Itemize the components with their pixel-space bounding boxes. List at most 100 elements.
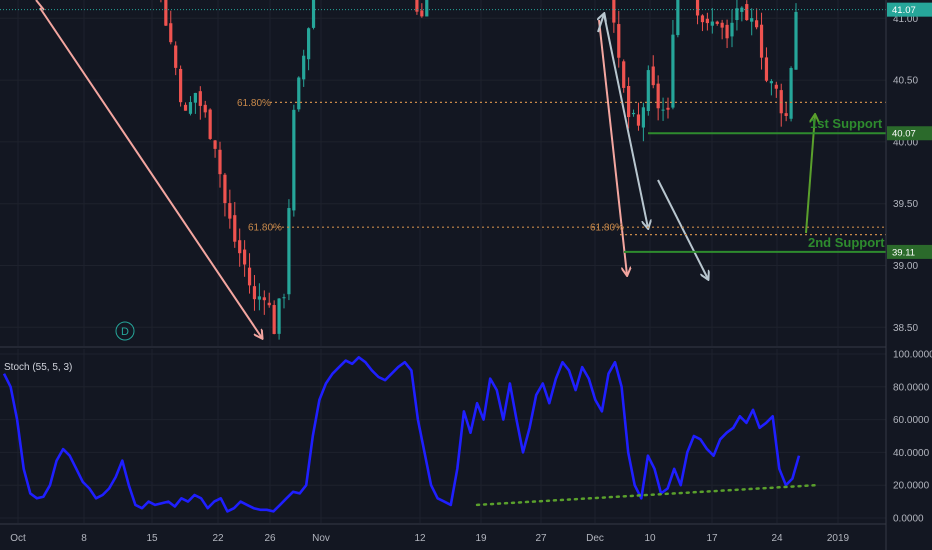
- stoch-tick-label: 80.0000: [893, 382, 930, 393]
- interval-badge[interactable]: D: [115, 321, 135, 341]
- price-label-text: 39.11: [892, 247, 915, 258]
- candle-body: [228, 203, 232, 219]
- price-tick-label: 39.00: [893, 261, 918, 272]
- indicator-label[interactable]: Stoch (55, 5, 3): [4, 362, 72, 373]
- time-tick-label: 17: [706, 533, 718, 544]
- candle-body: [671, 34, 675, 108]
- candle-body: [243, 249, 247, 265]
- indicator-axis[interactable]: 0.0000 20.0000 40.0000 60.0000 80.0000 100.00…: [893, 350, 932, 525]
- candle-body: [656, 83, 660, 109]
- candle-body: [695, 0, 700, 16]
- candle-body: [169, 23, 173, 43]
- candle-body: [612, 0, 616, 23]
- candle-body: [764, 57, 769, 81]
- candle-body: [272, 305, 276, 334]
- candle-body: [233, 215, 237, 242]
- candle-body: [238, 240, 242, 254]
- candle-body: [179, 68, 183, 103]
- candle-body: [666, 107, 670, 110]
- price-tick-label: 40.50: [893, 76, 918, 87]
- candle-body: [302, 55, 306, 80]
- up-arrow: [598, 14, 604, 33]
- candle-body: [774, 84, 778, 89]
- candle-body: [769, 81, 773, 84]
- candle-body: [218, 149, 222, 175]
- up-arrow: [805, 115, 815, 234]
- candle-body: [661, 109, 665, 111]
- time-axis[interactable]: Oct 8 15 22 26 Nov 12 19 27 Dec 10 17 24 2019: [10, 533, 849, 544]
- interval-badge-circle: [115, 321, 135, 341]
- candle-body: [735, 8, 739, 21]
- candle-body: [164, 0, 168, 26]
- price-tick-label: 41.00: [893, 14, 918, 25]
- price-label-box: [887, 244, 932, 259]
- candle-body: [700, 15, 705, 23]
- candle-body: [213, 140, 217, 149]
- interval-badge-text: D: [121, 326, 129, 338]
- candle-body: [203, 104, 207, 113]
- candles-layer: [160, 0, 798, 340]
- time-tick-label: 22: [212, 533, 224, 544]
- candle-body: [420, 10, 424, 17]
- candle-body: [277, 298, 281, 334]
- candle-body: [267, 302, 271, 306]
- time-tick-label: 26: [264, 533, 276, 544]
- stoch-line: [2, 356, 801, 513]
- level-label[interactable]: 1st Support: [810, 116, 883, 131]
- time-tick-label: 8: [81, 533, 87, 544]
- candle-body: [198, 91, 202, 106]
- candle-body: [730, 22, 734, 37]
- fib-level-label: 61.80%: [590, 223, 624, 234]
- candle-body: [627, 85, 631, 118]
- candle-body: [292, 109, 296, 211]
- candle-body: [223, 174, 227, 204]
- candle-body: [646, 70, 650, 112]
- candle-body: [415, 0, 419, 12]
- candle-body: [641, 107, 645, 128]
- arrow-stub: [35, 0, 45, 11]
- price-tick-label: 39.50: [893, 199, 918, 210]
- candle-body: [745, 4, 749, 21]
- candle-body: [193, 92, 197, 103]
- stoch-tick-label: 40.0000: [893, 448, 930, 459]
- levels-layer: 61.80%61.80%61.80%61.80%2nd Resistance1s…: [0, 9, 886, 253]
- price-label-box: [887, 126, 932, 141]
- stoch-tick-label: 20.0000: [893, 481, 930, 492]
- candle-body: [262, 297, 266, 301]
- level-label[interactable]: 2nd Support: [808, 235, 885, 250]
- candle-body: [183, 104, 188, 111]
- candle-body: [208, 109, 212, 139]
- candle-body: [311, 0, 316, 28]
- price-label-text: 41.07: [892, 5, 916, 16]
- candle-body: [651, 66, 655, 86]
- candle-body: [784, 113, 788, 116]
- candle-body: [257, 296, 261, 300]
- down-arrow: [39, 7, 262, 338]
- price-tick-label: 38.50: [893, 323, 918, 334]
- candle-body: [247, 267, 252, 286]
- price-label-text: 40.07: [892, 129, 916, 140]
- candle-body: [307, 28, 311, 60]
- drawings-layer: [35, 0, 815, 338]
- time-tick-label: 2019: [827, 533, 850, 544]
- candle-body: [710, 21, 714, 26]
- fib-level-label: 61.80%: [248, 223, 282, 234]
- time-tick-label: 12: [414, 533, 426, 544]
- time-tick-label: 27: [535, 533, 547, 544]
- candle-body: [252, 286, 257, 300]
- price-axis[interactable]: 38.5039.0039.5040.0040.5041.0041.5042.00…: [893, 0, 918, 334]
- candle-body: [759, 24, 764, 58]
- time-tick-label: Oct: [10, 533, 26, 544]
- candle-body: [622, 61, 626, 88]
- stoch-tick-label: 60.0000: [893, 415, 930, 426]
- down-arrow: [657, 179, 708, 279]
- candle-body: [174, 45, 178, 68]
- time-tick-label: 19: [475, 533, 487, 544]
- candle-body: [636, 114, 641, 126]
- stoch-tick-label: 0.0000: [893, 514, 924, 525]
- time-tick-label: Dec: [586, 533, 604, 544]
- candle-body: [794, 11, 798, 70]
- candle-body: [755, 20, 759, 28]
